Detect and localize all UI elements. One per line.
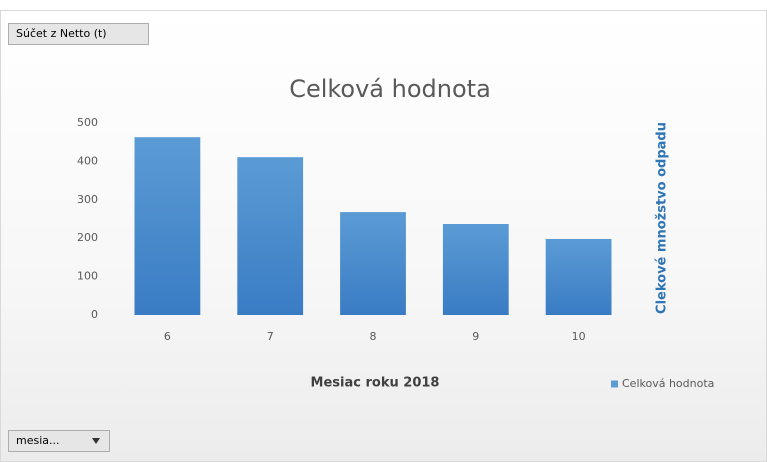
button-label[interactable]: mesia... — [16, 434, 60, 447]
x-tick-label: 8 — [370, 330, 377, 343]
legend-swatch — [611, 380, 618, 388]
legend-label: Celková hodnota — [622, 377, 714, 390]
bar — [442, 223, 509, 315]
x-axis-title: Mesiac roku 2018 — [311, 376, 440, 391]
bar — [340, 212, 406, 315]
field-button-axis[interactable]: mesia... — [8, 430, 110, 452]
y-tick-label: 500 — [77, 116, 98, 129]
bar — [237, 157, 304, 315]
button-frame[interactable] — [8, 430, 110, 452]
y-axis-title: Clekové množstvo odpadu — [655, 122, 670, 314]
button-frame[interactable] — [8, 23, 149, 45]
bar — [545, 238, 612, 315]
y-tick-label: 0 — [91, 308, 98, 321]
bar — [134, 137, 201, 315]
y-tick-label: 300 — [77, 193, 98, 206]
y-tick-label: 200 — [77, 231, 98, 244]
dropdown-arrow[interactable] — [92, 438, 100, 444]
x-tick-label: 9 — [472, 330, 479, 343]
y-tick-label: 400 — [77, 154, 98, 167]
x-tick-label: 10 — [572, 330, 586, 343]
field-button-value[interactable]: Súčet z Netto (t) — [8, 23, 149, 45]
y-tick-label: 100 — [77, 270, 98, 283]
x-tick-label: 7 — [267, 330, 274, 343]
button-label[interactable]: Súčet z Netto (t) — [16, 27, 107, 40]
chart-title: Celková hodnota — [289, 75, 491, 103]
x-tick-label: 6 — [164, 330, 171, 343]
